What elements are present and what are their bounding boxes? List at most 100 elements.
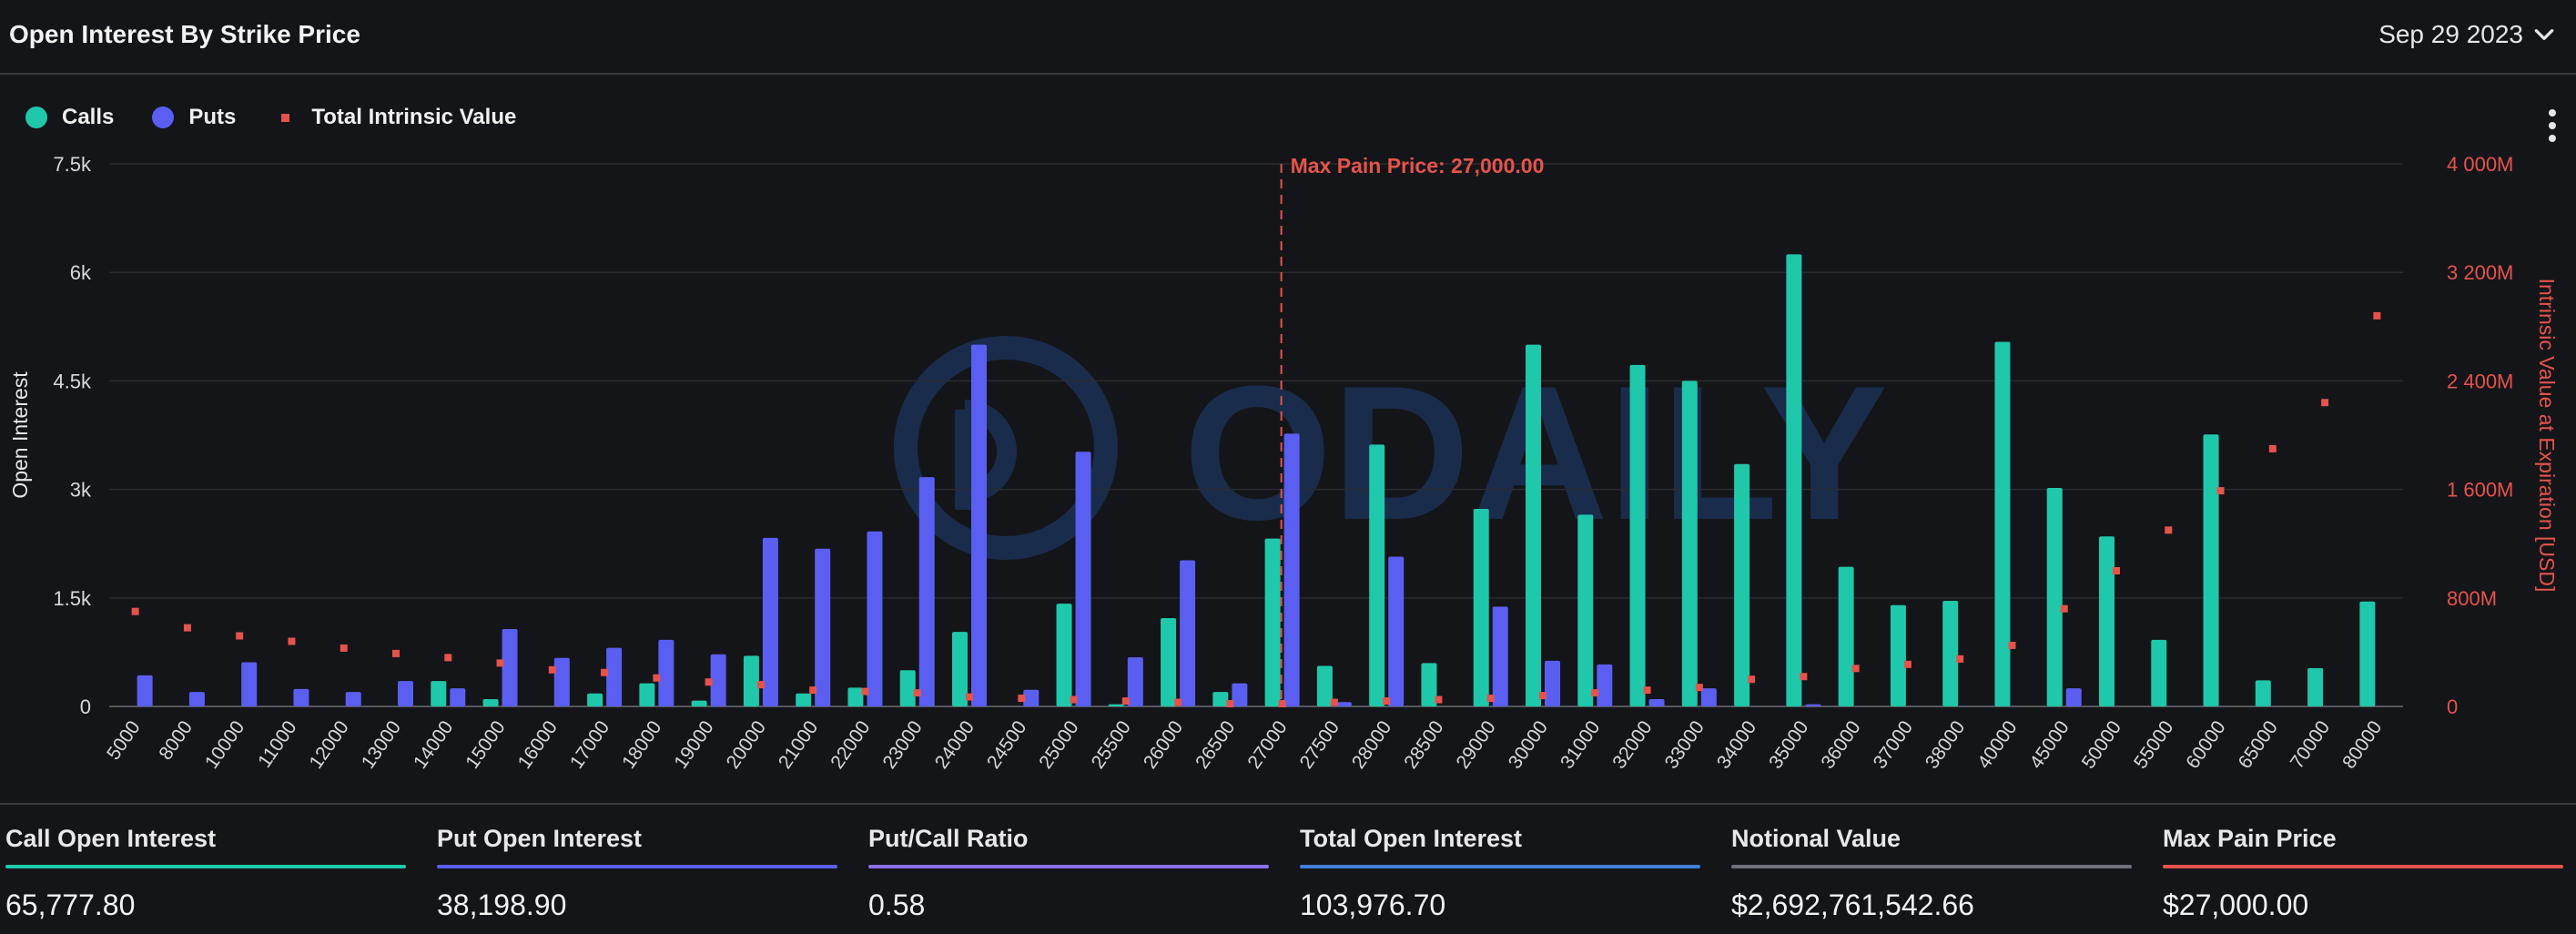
x-tick-label: 20000 [723,717,770,773]
puts-bar [606,647,623,706]
calls-bar [2046,488,2063,706]
intrinsic-swatch-icon [281,113,290,122]
stat-label: Call Open Interest [5,825,217,852]
puts-bar [398,681,413,706]
puts-bar [1700,688,1717,706]
x-tick-label: 26000 [1140,717,1187,773]
intrinsic-value-point [444,654,452,662]
stat-label: Total Open Interest [1300,825,1523,852]
x-tick-label: 19000 [670,717,717,773]
calls-bar [2151,639,2167,706]
puts-bar [1232,683,1248,706]
intrinsic-value-point [288,637,296,645]
intrinsic-value-point [1851,665,1860,673]
legend-item-intrinsic-value[interactable]: Total Intrinsic Value [274,105,516,130]
intrinsic-value-point [1591,689,1599,697]
intrinsic-value-point [861,687,869,695]
x-tick-label: 11000 [254,717,300,772]
calls-bar [482,699,499,706]
intrinsic-value-point [1748,675,1756,684]
calls-bar [1681,381,1698,706]
intrinsic-value-point [653,674,661,682]
puts-swatch-icon [152,107,175,128]
intrinsic-value-point [183,624,191,632]
legend-label: Total Intrinsic Value [311,105,517,129]
x-tick-label: 80000 [2338,717,2386,773]
calls-bar [1786,254,1802,706]
puts-bar [1545,660,1560,706]
stat-label: Max Pain Price [2163,825,2337,852]
x-tick-label: 17000 [566,717,614,773]
x-tick-label: 28000 [1348,717,1395,773]
legend-item-calls[interactable]: Calls [25,105,114,130]
calls-bar [2203,434,2219,706]
x-tick-label: 13000 [358,717,405,773]
legend-item-puts[interactable]: Puts [152,105,236,130]
puts-bar [450,688,466,706]
x-tick-label: 38000 [1922,717,1969,773]
x-tick-label: 34000 [1713,717,1760,773]
y2-tick-label: 3 200M [2447,261,2513,284]
intrinsic-value-point [1435,695,1443,704]
intrinsic-value-point [2113,567,2120,574]
calls-bar [691,700,707,706]
x-tick-label: 31000 [1557,717,1604,773]
puts-bar [762,537,778,706]
intrinsic-value-point [548,665,556,674]
puts-bar [867,531,883,706]
stat-underline [2163,865,2563,868]
puts-bar [1648,699,1665,706]
stat-value: 38,198.90 [437,888,567,921]
x-tick-label: 22000 [827,717,874,773]
calls-bar [952,632,968,706]
stat-put-call-ratio: Put/Call Ratio 0.58 [868,825,1269,922]
y-tick-label: 3k [70,479,92,502]
y-axis-title: Open Interest [8,371,32,499]
calls-bar [1577,514,1594,706]
calls-bar [2255,680,2271,706]
kebab-icon[interactable] [2541,107,2563,144]
calls-swatch-icon [25,107,47,128]
intrinsic-value-point [2268,444,2277,452]
summary-stats: Call Open Interest 65,777.80 Put Open In… [0,803,2576,934]
puts-bar [1180,560,1196,706]
stat-label: Put Open Interest [437,825,643,852]
intrinsic-value-point [236,632,244,640]
calls-bar [1108,704,1124,706]
puts-bar [188,692,205,706]
puts-bar [1127,656,1143,706]
stat-value: $27,000.00 [2163,888,2309,921]
puts-bar [1023,689,1040,706]
legend-label: Puts [188,105,237,129]
intrinsic-value-point [1174,698,1182,706]
intrinsic-value-point [1278,700,1286,708]
x-tick-label: 21000 [775,717,822,773]
puts-bar [502,628,518,706]
intrinsic-value-point [340,644,348,652]
intrinsic-value-point [966,693,973,701]
puts-bar [1492,606,1508,706]
intrinsic-value-point [496,659,504,667]
stat-underline [5,865,406,868]
x-tick-label: 5000 [103,717,145,764]
calls-bar [1942,600,1959,706]
x-tick-label: 32000 [1608,717,1656,773]
puts-bar [1597,664,1613,706]
calls-bar [847,687,864,706]
puts-bar [553,657,570,706]
y-tick-label: 4.5k [53,370,92,392]
intrinsic-value-point [705,678,713,686]
intrinsic-value-point [809,686,817,695]
puts-bar [1388,556,1405,706]
x-tick-label: 45000 [2025,717,2073,773]
intrinsic-value-point [1800,673,1808,681]
stat-call-open-interest: Call Open Interest 65,777.80 [5,825,406,922]
intrinsic-value-point [1383,697,1391,706]
stat-value: $2,692,761,542.66 [1731,888,1974,921]
puts-bar [1805,704,1821,706]
x-tick-label: 24500 [983,717,1030,773]
x-tick-label: 27500 [1296,717,1344,773]
intrinsic-value-point [2008,641,2016,649]
expiry-date-select[interactable]: Sep 29 2023 [2378,20,2556,49]
x-tick-label: 35000 [1765,717,1812,773]
